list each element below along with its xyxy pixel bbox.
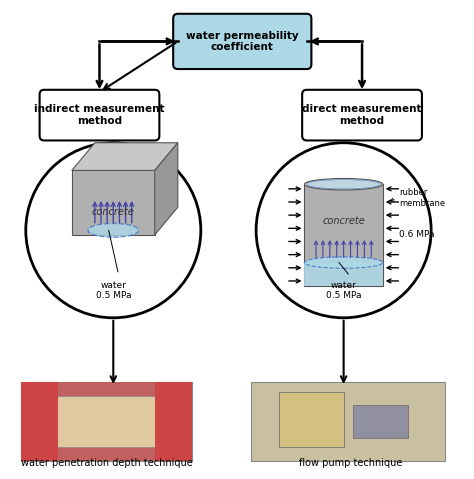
Text: water penetration depth technique: water penetration depth technique xyxy=(20,457,192,468)
Text: water permeability
coefficient: water permeability coefficient xyxy=(186,31,299,52)
Text: water
0.5 MPa: water 0.5 MPa xyxy=(96,281,131,300)
FancyBboxPatch shape xyxy=(302,90,422,140)
Circle shape xyxy=(256,143,431,318)
Bar xyxy=(252,382,445,461)
Bar xyxy=(279,391,344,447)
Polygon shape xyxy=(72,143,178,171)
Bar xyxy=(304,184,383,285)
Circle shape xyxy=(26,143,201,318)
FancyBboxPatch shape xyxy=(173,14,311,69)
Text: rubber
membrane: rubber membrane xyxy=(399,188,445,208)
Bar xyxy=(21,382,58,461)
Text: concrete: concrete xyxy=(322,216,365,226)
FancyBboxPatch shape xyxy=(40,90,159,140)
Ellipse shape xyxy=(304,257,383,268)
Bar xyxy=(21,382,191,461)
Bar xyxy=(304,262,383,285)
Ellipse shape xyxy=(307,180,381,189)
FancyBboxPatch shape xyxy=(21,382,191,461)
Polygon shape xyxy=(155,143,178,235)
Text: flow pump technique: flow pump technique xyxy=(299,457,402,468)
Bar xyxy=(353,405,408,438)
Text: water
0.5 MPa: water 0.5 MPa xyxy=(326,281,361,300)
Bar xyxy=(155,382,191,461)
Text: indirect measurement
method: indirect measurement method xyxy=(34,104,165,126)
Polygon shape xyxy=(72,171,155,235)
Text: direct measurement
method: direct measurement method xyxy=(302,104,422,126)
Ellipse shape xyxy=(304,179,383,190)
Text: 0.6 MPa: 0.6 MPa xyxy=(399,230,434,240)
Text: concrete: concrete xyxy=(92,207,135,217)
Ellipse shape xyxy=(88,223,138,237)
Bar xyxy=(40,396,155,447)
